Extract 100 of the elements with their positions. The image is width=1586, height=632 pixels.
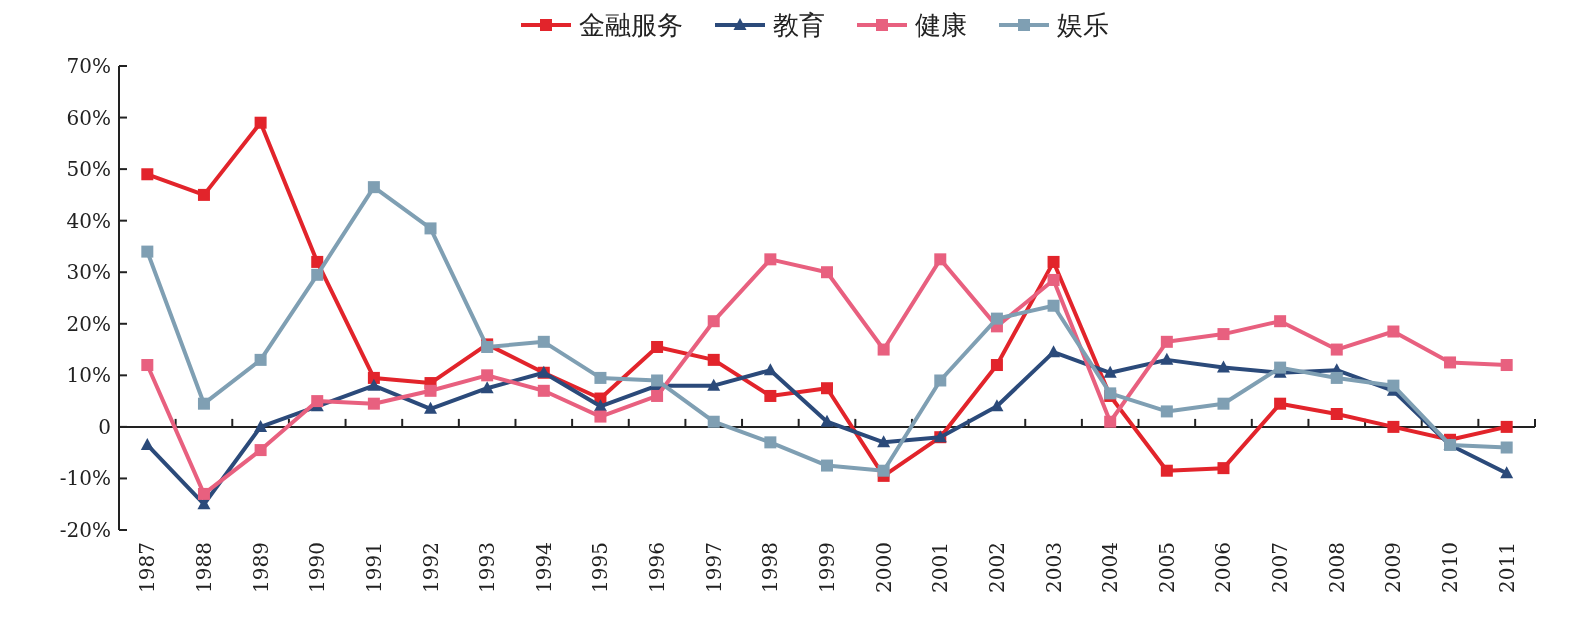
point bbox=[537, 384, 550, 397]
point bbox=[424, 401, 438, 414]
point bbox=[1047, 299, 1060, 312]
point bbox=[254, 116, 267, 129]
y-tick-label: -20% bbox=[59, 518, 111, 542]
point bbox=[367, 181, 380, 194]
point bbox=[1274, 397, 1287, 410]
point bbox=[821, 459, 833, 472]
point bbox=[594, 371, 607, 384]
y-tick-label: -10% bbox=[59, 466, 111, 491]
point bbox=[141, 168, 154, 181]
point bbox=[1160, 335, 1173, 348]
legend-label: 教育 bbox=[773, 10, 825, 40]
point bbox=[1444, 356, 1457, 369]
point bbox=[311, 268, 324, 281]
point bbox=[141, 359, 154, 372]
point bbox=[141, 245, 154, 258]
point bbox=[764, 389, 777, 402]
point bbox=[1274, 315, 1287, 328]
point bbox=[254, 419, 268, 432]
point bbox=[254, 353, 267, 366]
x-tick-label: 2003 bbox=[1041, 542, 1066, 593]
x-tick-label: 2006 bbox=[1211, 542, 1236, 593]
point bbox=[197, 497, 211, 510]
point bbox=[594, 410, 607, 423]
legend-label: 金融服务 bbox=[579, 10, 683, 40]
x-tick-label: 2008 bbox=[1324, 542, 1349, 593]
point bbox=[651, 374, 664, 387]
legend-label: 娱乐 bbox=[1057, 10, 1109, 40]
point bbox=[1216, 360, 1230, 373]
x-tick-label: 1994 bbox=[531, 542, 556, 593]
x-tick-label: 1992 bbox=[418, 542, 443, 593]
y-tick-label: 0 bbox=[98, 414, 111, 439]
point bbox=[707, 353, 720, 366]
point bbox=[1160, 405, 1173, 418]
point bbox=[1387, 420, 1400, 433]
point bbox=[1330, 343, 1343, 356]
point bbox=[197, 188, 210, 201]
x-tick-label: 1996 bbox=[645, 542, 670, 593]
point bbox=[1047, 345, 1061, 358]
y-tick-label: 20% bbox=[66, 311, 111, 336]
point bbox=[1274, 361, 1287, 374]
point bbox=[990, 359, 1003, 372]
point bbox=[990, 399, 1004, 412]
point bbox=[707, 378, 721, 391]
point bbox=[990, 312, 1003, 325]
x-tick-label: 1998 bbox=[758, 542, 783, 593]
point bbox=[877, 435, 891, 448]
x-tick-label: 1997 bbox=[701, 542, 726, 593]
point bbox=[197, 487, 210, 500]
x-tick-label: 2010 bbox=[1438, 542, 1463, 593]
point bbox=[763, 363, 777, 376]
point bbox=[1330, 408, 1343, 420]
point bbox=[764, 253, 777, 266]
x-tick-label: 2009 bbox=[1381, 542, 1406, 593]
point bbox=[537, 335, 550, 348]
point bbox=[254, 444, 267, 457]
x-tick-label: 1995 bbox=[588, 542, 613, 593]
x-tick-label: 1988 bbox=[191, 542, 216, 593]
point bbox=[1104, 415, 1117, 428]
point bbox=[1217, 328, 1230, 341]
point bbox=[1160, 464, 1173, 477]
x-tick-label: 2001 bbox=[928, 542, 953, 593]
x-tick-label: 2000 bbox=[871, 542, 896, 593]
x-tick-label: 2007 bbox=[1268, 542, 1293, 593]
y-tick-label: 10% bbox=[66, 363, 111, 388]
point bbox=[877, 464, 890, 477]
y-tick-label: 30% bbox=[66, 260, 111, 285]
x-tick-label: 2011 bbox=[1494, 542, 1519, 593]
legend-label: 健康 bbox=[915, 10, 967, 40]
point bbox=[367, 397, 380, 410]
point bbox=[367, 378, 381, 391]
point bbox=[1500, 359, 1513, 372]
x-tick-label: 1993 bbox=[475, 542, 500, 593]
point bbox=[1103, 365, 1117, 378]
point bbox=[1500, 466, 1514, 479]
point bbox=[651, 389, 664, 402]
point bbox=[1217, 462, 1230, 475]
point bbox=[197, 397, 210, 410]
x-tick-label: 1987 bbox=[135, 542, 160, 593]
y-tick-label: 70% bbox=[66, 54, 111, 78]
x-tick-label: 2004 bbox=[1098, 542, 1123, 593]
y-tick-label: 50% bbox=[66, 157, 111, 182]
point bbox=[1500, 420, 1513, 433]
point bbox=[764, 436, 777, 449]
point bbox=[820, 414, 834, 427]
x-tick-label: 1991 bbox=[361, 542, 386, 593]
x-tick-label: 1999 bbox=[815, 542, 839, 593]
point bbox=[1217, 397, 1230, 410]
point bbox=[481, 369, 494, 382]
y-tick-label: 60% bbox=[66, 105, 111, 130]
point bbox=[934, 374, 947, 387]
x-tick-label: 2002 bbox=[984, 542, 1009, 593]
point bbox=[1047, 255, 1060, 268]
point bbox=[311, 395, 324, 408]
point bbox=[311, 255, 324, 268]
point bbox=[140, 437, 154, 450]
point bbox=[707, 315, 720, 328]
x-tick-label: 1990 bbox=[305, 542, 330, 593]
x-tick-label: 1989 bbox=[248, 542, 273, 593]
